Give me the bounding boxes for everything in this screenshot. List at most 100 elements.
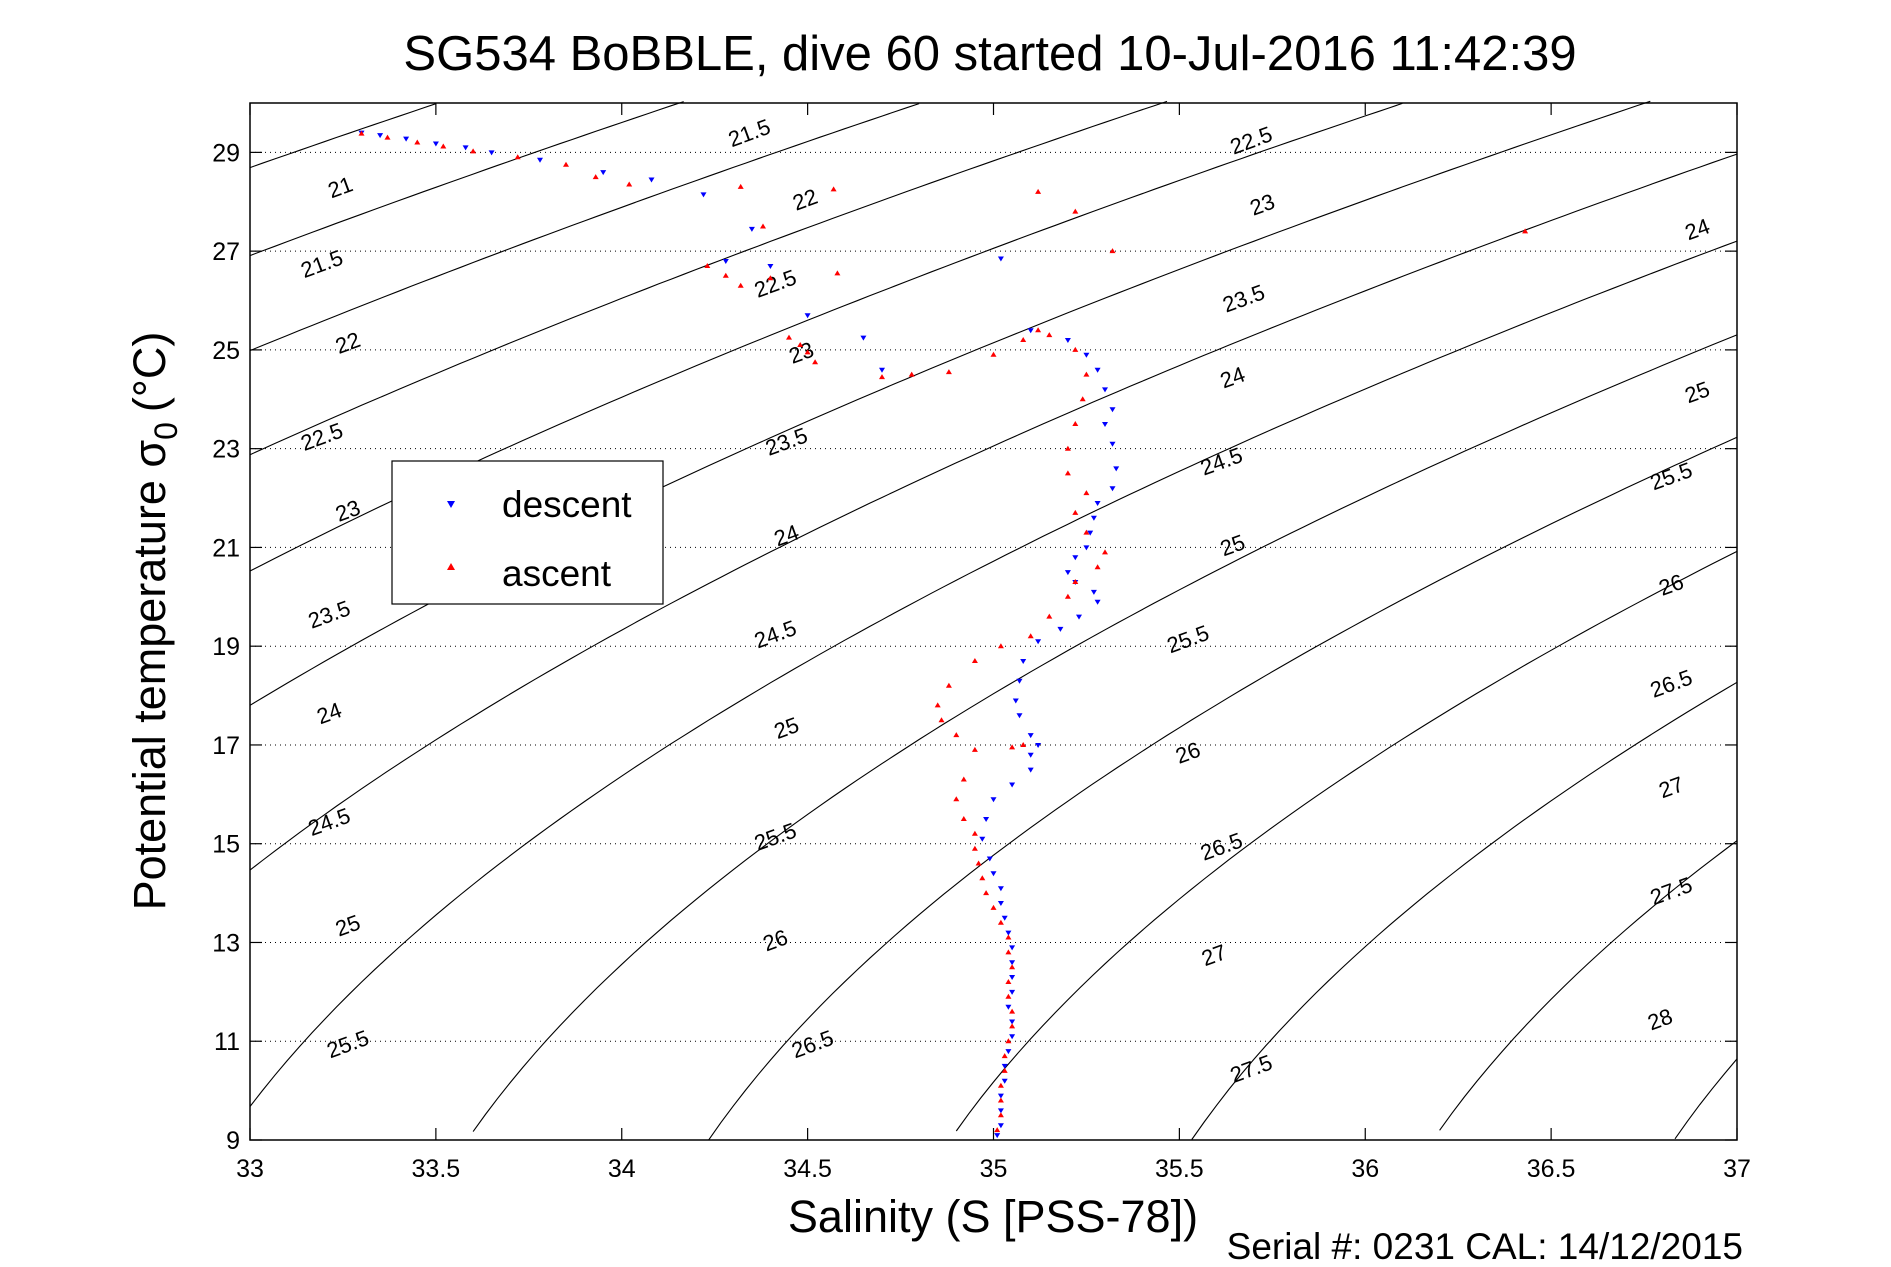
descent-point [1009,1019,1016,1025]
descent-point [722,259,729,264]
descent-point [1087,530,1094,536]
ascent-point [1020,742,1027,747]
y-tick-label: 25 [212,337,240,365]
x-tick-label: 36 [1351,1155,1379,1183]
ascent-point [1005,979,1012,984]
ascent-point [1109,248,1116,254]
descent-point [997,901,1004,906]
ascent-point [1072,346,1079,352]
descent-point [879,367,885,373]
descent-point [1001,1063,1008,1069]
descent-point [997,1093,1004,1099]
y-axis-label-subscript: 0 [148,422,184,440]
y-tick-label: 11 [214,1028,240,1056]
density-contour-line [249,103,437,169]
y-tick-label: 9 [226,1127,240,1155]
descent-point [1009,945,1016,951]
descent-point [1005,1049,1012,1055]
descent-point [979,836,986,842]
descent-point [1109,486,1116,492]
descent-point [1020,659,1027,664]
descent-point [1102,387,1108,393]
density-contour-line [955,550,1738,1132]
ascent-point [1009,1008,1016,1014]
legend-box [391,460,664,605]
descent-point [377,133,384,139]
ascent-point [983,890,990,896]
y-axis-label: Potential temperature σ0 (°C) [124,332,184,911]
ascent-point [1001,1067,1008,1073]
descent-point [1001,915,1008,921]
ascent-point [563,161,569,167]
descent-point [1016,678,1023,684]
density-contour-line [472,334,1738,1132]
ascent-point [414,139,421,145]
ascent-point [797,342,804,347]
descent-point [1012,698,1019,704]
x-tick-label: 33.5 [412,1155,461,1183]
descent-point [1094,501,1101,506]
ascent-point [440,143,447,149]
y-tick-label: 29 [212,139,240,167]
ascent-point [1079,396,1086,402]
density-contour-line [708,436,1738,1141]
y-axis-label-main: Potential temperature σ [124,440,175,911]
descent-point [1009,960,1016,966]
ascent-point [1083,529,1090,535]
descent-point [1035,639,1042,645]
x-tick-label: 33 [236,1155,264,1183]
plot-area [249,102,1738,1141]
ascent-point [1522,228,1529,234]
ascent-point [1046,613,1053,619]
descent-point [1094,599,1101,605]
density-contour-line [249,100,1168,456]
x-tick-labels: 33 33.5 34 34.5 35 35.5 36 36.5 37 [236,1155,1751,1183]
x-tick-label: 37 [1723,1155,1751,1183]
axis-ticks [249,103,1738,1141]
ascent-point [737,183,744,189]
ascent-point [1035,188,1042,194]
density-contour-line [249,101,684,257]
descent-point [986,856,993,862]
descent-point [1064,338,1071,343]
ascent-point [592,174,599,180]
descent-point [700,192,707,198]
y-tick-label: 13 [212,929,240,957]
descent-point [1005,930,1012,936]
descent-point [462,145,469,151]
descent-point [1064,570,1071,576]
ascent-point [994,1127,1001,1133]
ascent-point [804,349,811,355]
descent-point [1009,989,1016,995]
ascent-point [1001,1053,1008,1059]
y-tick-label: 17 [212,732,240,760]
legend-ascent-marker [447,563,455,570]
ascent-point [358,130,365,136]
ascent-point [834,270,841,276]
ascent-point [1102,549,1108,555]
ascent-point [1072,421,1079,426]
x-tick-label: 34 [608,1155,636,1183]
legend: descent ascent [391,460,664,605]
descent-point [1083,352,1090,358]
ascent-point [1072,579,1079,584]
ascent-point [990,904,997,910]
descent-point [804,313,811,319]
ascent-point [1009,1023,1016,1029]
legend-descent-label: descent [502,484,632,525]
descent-point [1016,713,1023,719]
descent-point [767,264,774,269]
descent-point [1027,752,1034,758]
descent-point [1113,466,1120,472]
descent-point [1027,767,1034,773]
ascent-point [1072,208,1079,214]
ascent-point [1005,949,1012,955]
descent-point [997,256,1004,262]
ascent-point [1027,633,1034,639]
ascent-point [945,369,952,375]
ascent-point [960,776,967,782]
ascent-point [737,282,744,288]
y-tick-labels: 9 11 13 15 17 19 21 23 25 27 29 [212,139,240,1155]
ascent-point [384,134,391,140]
ascent-point [997,1082,1004,1088]
